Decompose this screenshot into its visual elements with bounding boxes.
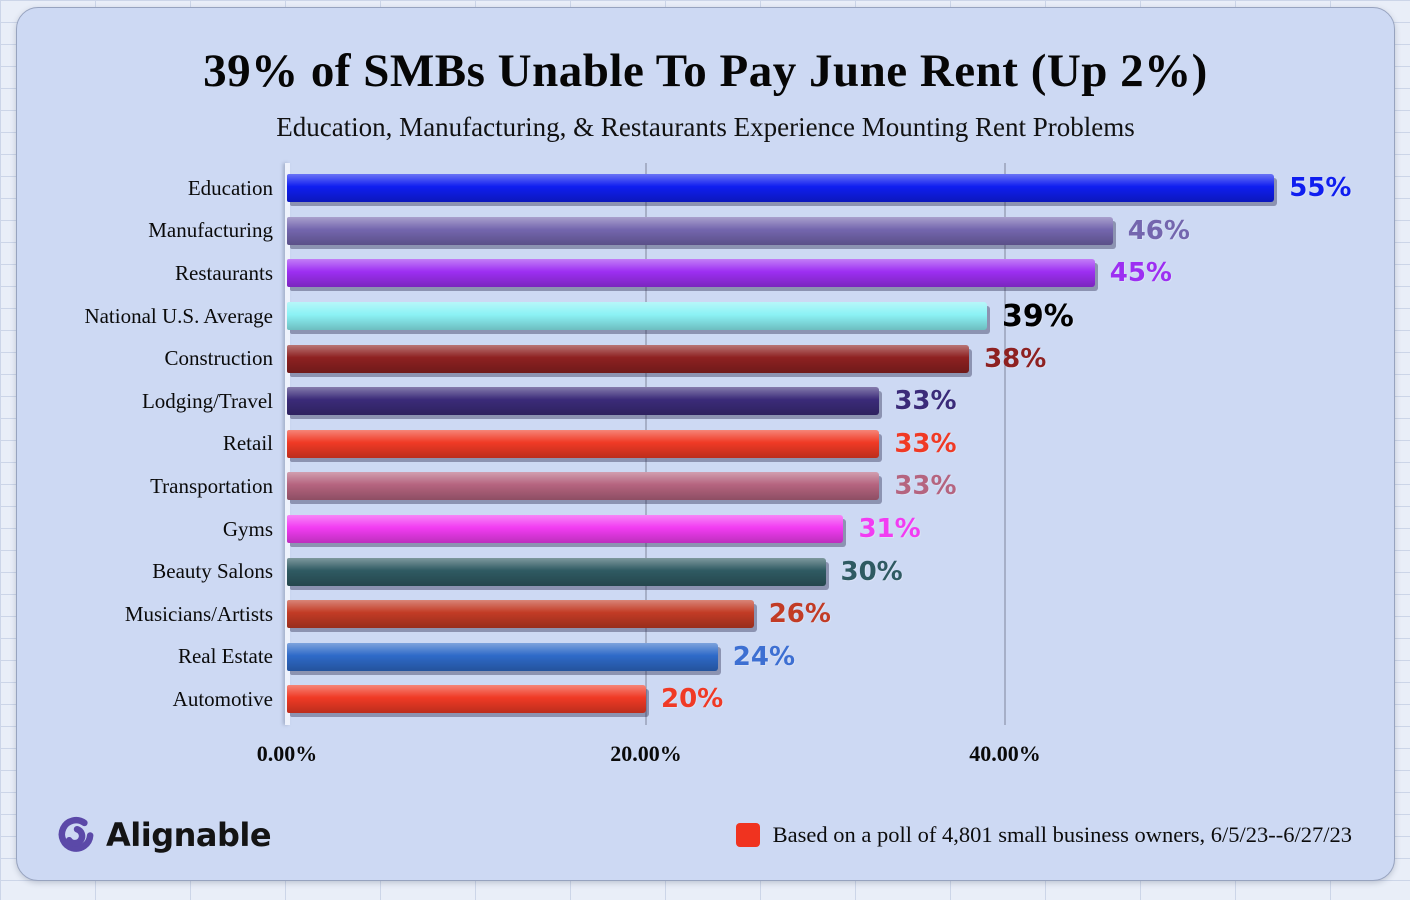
category-label: Transportation (150, 473, 273, 498)
bar-chart: Education 55% Manufacturing 46% Restaurants 4… (45, 163, 1364, 779)
chart-footer: Alignable Based on a poll of 4,801 small… (55, 814, 1352, 856)
category-label: Automotive (172, 686, 273, 711)
category-label: Construction (164, 346, 274, 371)
bar (287, 259, 1095, 288)
bar-area: 33% (287, 465, 1364, 508)
gridline (1004, 163, 1006, 725)
bar-area: 46% (287, 210, 1364, 253)
value-label: 39% (1002, 298, 1074, 334)
alignable-logo-text: Alignable (106, 816, 272, 854)
bar-area: 26% (287, 593, 1364, 636)
x-axis-tick: 20.00% (610, 741, 682, 766)
bar-area: 39% (287, 295, 1364, 338)
bar-area: 31% (287, 508, 1364, 551)
legend-text: Based on a poll of 4,801 small business … (772, 822, 1352, 847)
bar (287, 685, 646, 714)
category-label: Gyms (222, 516, 273, 541)
bar-area: 45% (287, 252, 1364, 295)
bar (287, 344, 970, 373)
alignable-swirl-icon (58, 816, 94, 852)
chart-subtitle: Education, Manufacturing, & Restaurants … (276, 112, 1135, 142)
value-label: 33% (894, 471, 957, 502)
value-label: 26% (768, 599, 831, 630)
category-label: Education (187, 175, 273, 200)
chart-rows: Education 55% Manufacturing 46% Restaurants 4… (45, 167, 1364, 721)
bar-area: 33% (287, 423, 1364, 466)
bar-area: 55% (287, 167, 1364, 210)
bar (287, 557, 826, 586)
bar-area: 20% (287, 678, 1364, 721)
chart-row: Gyms 31% (45, 508, 1364, 551)
chart-row: National U.S. Average 39% (45, 295, 1364, 338)
value-label: 20% (661, 684, 724, 715)
chart-row: Construction 38% (45, 337, 1364, 380)
chart-card: 39% of SMBs Unable To Pay June Rent (Up … (16, 7, 1395, 881)
chart-row: Restaurants 45% (45, 252, 1364, 295)
value-label: 31% (858, 514, 921, 545)
x-axis: 0.00% 20.00% 40.00% (257, 727, 1364, 779)
value-label: 46% (1127, 215, 1190, 246)
bar (287, 642, 718, 671)
category-label: Real Estate (177, 644, 273, 669)
chart-row: Beauty Salons 30% (45, 550, 1364, 593)
bar-area: 38% (287, 337, 1364, 380)
bar-area: 33% (287, 380, 1364, 423)
value-label: 30% (840, 556, 903, 587)
chart-row: Education 55% (45, 167, 1364, 210)
bar-area: 30% (287, 550, 1364, 593)
bar (287, 600, 754, 629)
bar (287, 429, 880, 458)
bar-area: 24% (287, 636, 1364, 679)
bar (287, 302, 988, 331)
x-axis-tick: 0.00% (256, 741, 318, 766)
chart-row: Musicians/Artists 26% (45, 593, 1364, 636)
value-label: 33% (894, 386, 957, 417)
category-label: National U.S. Average (84, 303, 273, 328)
bar (287, 472, 880, 501)
chart-row: Automotive 20% (45, 678, 1364, 721)
chart-title: 39% of SMBs Unable To Pay June Rent (Up … (203, 45, 1208, 97)
bar (287, 216, 1113, 245)
value-label: 55% (1289, 173, 1352, 204)
chart-row: Real Estate 24% (45, 636, 1364, 679)
chart-row: Manufacturing 46% (45, 210, 1364, 253)
category-label: Musicians/Artists (124, 601, 273, 626)
chart-row: Retail 33% (45, 423, 1364, 466)
value-label: 33% (894, 428, 957, 459)
category-label: Beauty Salons (152, 559, 273, 584)
chart-row: Transportation 33% (45, 465, 1364, 508)
value-label: 38% (984, 343, 1047, 374)
bar (287, 387, 880, 416)
category-label: Restaurants (175, 260, 273, 285)
legend-swatch (735, 823, 760, 847)
category-label: Manufacturing (148, 218, 273, 243)
chart-row: Lodging/Travel 33% (45, 380, 1364, 423)
category-label: Retail (222, 431, 273, 456)
category-label: Lodging/Travel (141, 388, 273, 413)
x-axis-tick: 40.00% (969, 741, 1041, 766)
bar (287, 174, 1275, 203)
legend: Based on a poll of 4,801 small business … (735, 822, 1352, 848)
value-label: 24% (732, 641, 796, 672)
value-label: 45% (1109, 258, 1172, 289)
bar (287, 515, 844, 544)
alignable-logo: Alignable (55, 814, 272, 856)
